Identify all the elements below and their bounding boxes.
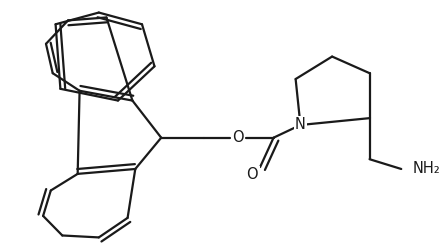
Text: N: N: [295, 118, 306, 132]
Text: O: O: [232, 130, 244, 145]
Text: O: O: [247, 167, 258, 182]
Text: NH₂: NH₂: [413, 162, 441, 177]
